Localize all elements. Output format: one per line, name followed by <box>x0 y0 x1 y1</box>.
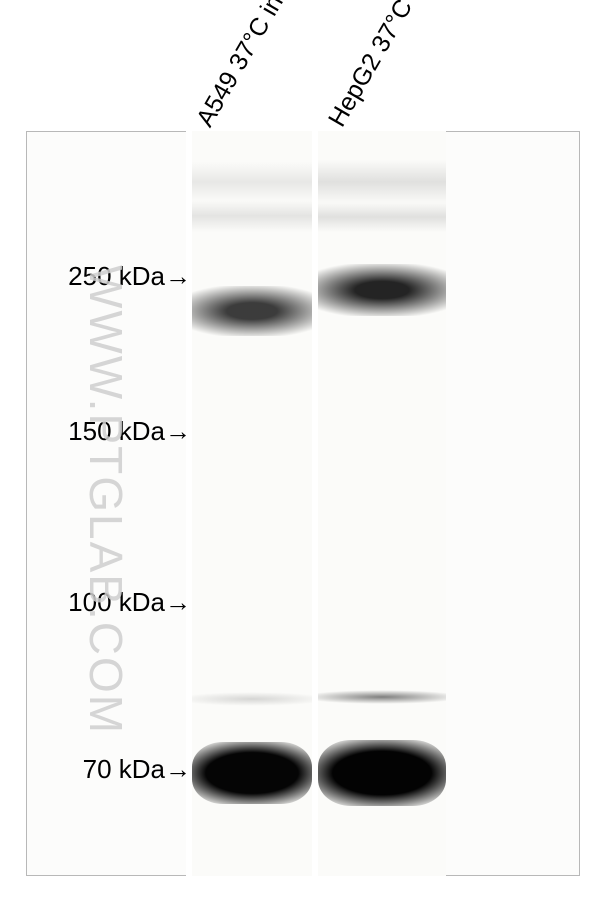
blot-band <box>192 692 312 706</box>
arrow-right-icon: → <box>165 754 191 784</box>
mw-marker-label: 70 kDa→ <box>83 754 191 785</box>
western-blot-figure: 250 kDa→150 kDa→100 kDa→70 kDa→ A549 37°… <box>0 0 600 903</box>
blot-band <box>318 740 446 806</box>
blot-band <box>192 286 312 336</box>
arrow-right-icon: → <box>165 261 191 291</box>
lane-divider <box>312 131 318 876</box>
lane <box>192 131 312 876</box>
blot-band <box>318 690 446 704</box>
blot-band <box>318 160 446 204</box>
arrow-right-icon: → <box>165 416 191 446</box>
lane <box>318 131 446 876</box>
arrow-right-icon: → <box>165 587 191 617</box>
blot-band <box>318 264 446 316</box>
lane-label: A549 37°C incubated <box>191 0 334 132</box>
blot-band <box>318 202 446 232</box>
lane-label: HepG2 37°C incubated <box>323 0 477 132</box>
mw-marker-text: 70 kDa <box>83 754 165 784</box>
blot-band <box>192 162 312 202</box>
blot-band <box>192 200 312 232</box>
watermark-text: WWW.PTGLAB.COM <box>79 265 133 735</box>
blot-band <box>192 742 312 804</box>
